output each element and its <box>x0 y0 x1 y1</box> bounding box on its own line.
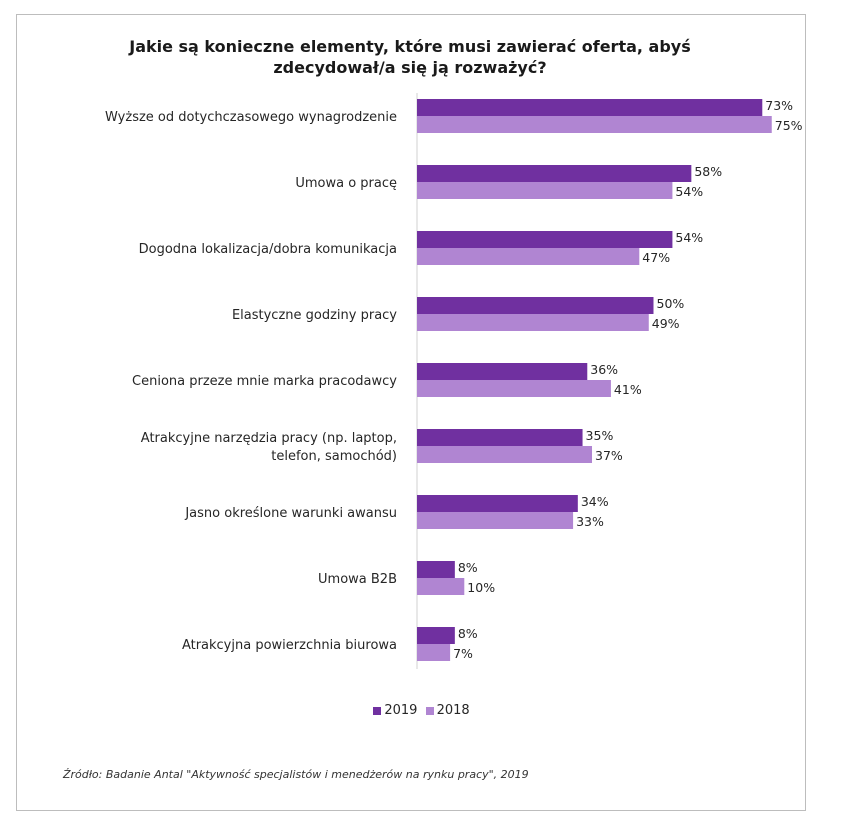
data-label-2019-4: 36% <box>590 362 618 377</box>
bar-2018-3 <box>417 314 649 331</box>
labels-group: 73% 75% Wyższe od dotychczasowego wynagrod… <box>105 98 803 661</box>
data-label-2018-2: 47% <box>642 250 670 265</box>
bar-2018-6 <box>417 512 574 529</box>
category-label-7: Umowa B2B <box>318 572 397 587</box>
chart-title: Jakie są konieczne elementy, które musi … <box>40 36 780 78</box>
bar-2019-6 <box>417 495 578 512</box>
category-label-8: Atrakcyjna powierzchnia biurowa <box>182 638 397 653</box>
data-label-2018-4: 41% <box>614 382 642 397</box>
bar-2018-7 <box>417 578 465 595</box>
legend: 2019 2018 <box>0 703 843 719</box>
category-label-4: Ceniona przeze mnie marka pracodawcy <box>132 374 397 389</box>
data-label-2019-8: 8% <box>458 626 478 641</box>
data-label-2019-3: 50% <box>657 296 685 311</box>
data-label-2018-6: 33% <box>576 514 604 529</box>
bar-2019-3 <box>417 297 654 314</box>
category-label-0: Wyższe od dotychczasowego wynagrodzenie <box>105 110 397 125</box>
bar-2019-7 <box>417 561 455 578</box>
category-label-6: Jasno określone warunki awansu <box>184 506 397 521</box>
chart-title-line-1: Jakie są konieczne elementy, które musi … <box>129 37 691 56</box>
bar-2019-5 <box>417 429 583 446</box>
category-label-2: Dogodna lokalizacja/dobra komunikacja <box>139 242 397 257</box>
bar-2019-8 <box>417 627 455 644</box>
legend-swatch-2019 <box>373 706 382 715</box>
category-label-3: Elastyczne godziny pracy <box>232 308 397 323</box>
data-label-2019-7: 8% <box>458 560 478 575</box>
bar-2019-0 <box>417 99 763 116</box>
bar-2019-2 <box>417 231 673 248</box>
chart-frame <box>16 14 806 811</box>
data-label-2019-0: 73% <box>765 98 793 113</box>
bar-2019-4 <box>417 363 588 380</box>
bar-2018-2 <box>417 248 640 265</box>
data-label-2019-6: 34% <box>581 494 609 509</box>
data-label-2018-8: 7% <box>453 646 473 661</box>
source-note: Źródło: Badanie Antal "Aktywność specjal… <box>63 768 529 781</box>
bar-chart: 73% 75% Wyższe od dotychczasowego wynagrod… <box>105 93 803 669</box>
bars-group <box>417 99 772 661</box>
legend-swatch-2018 <box>425 706 434 715</box>
category-label-5-line-0: Atrakcyjne narzędzia pracy (np. laptop, <box>141 431 397 446</box>
chart-title-line-2: zdecydował/a się ją rozważyć? <box>273 58 547 77</box>
bar-2018-1 <box>417 182 673 199</box>
bar-2018-8 <box>417 644 451 661</box>
bar-2018-4 <box>417 380 611 397</box>
legend-item-2019: 2019 <box>373 703 417 718</box>
data-label-2019-1: 58% <box>694 164 722 179</box>
data-label-2018-7: 10% <box>467 580 495 595</box>
legend-label-2019: 2019 <box>384 703 418 718</box>
category-label-1: Umowa o pracę <box>295 176 397 191</box>
data-label-2018-3: 49% <box>652 316 680 331</box>
data-label-2018-1: 54% <box>675 184 703 199</box>
data-label-2019-5: 35% <box>586 428 614 443</box>
data-label-2019-2: 54% <box>675 230 703 245</box>
legend-item-2018: 2018 <box>425 703 470 718</box>
category-label-5-line-1: telefon, samochód) <box>271 449 397 464</box>
legend-label-2018: 2018 <box>436 703 470 718</box>
bar-2019-1 <box>417 165 692 182</box>
data-label-2018-0: 75% <box>775 118 803 133</box>
bar-2018-0 <box>417 116 772 133</box>
data-label-2018-5: 37% <box>595 448 623 463</box>
bar-2018-5 <box>417 446 593 463</box>
